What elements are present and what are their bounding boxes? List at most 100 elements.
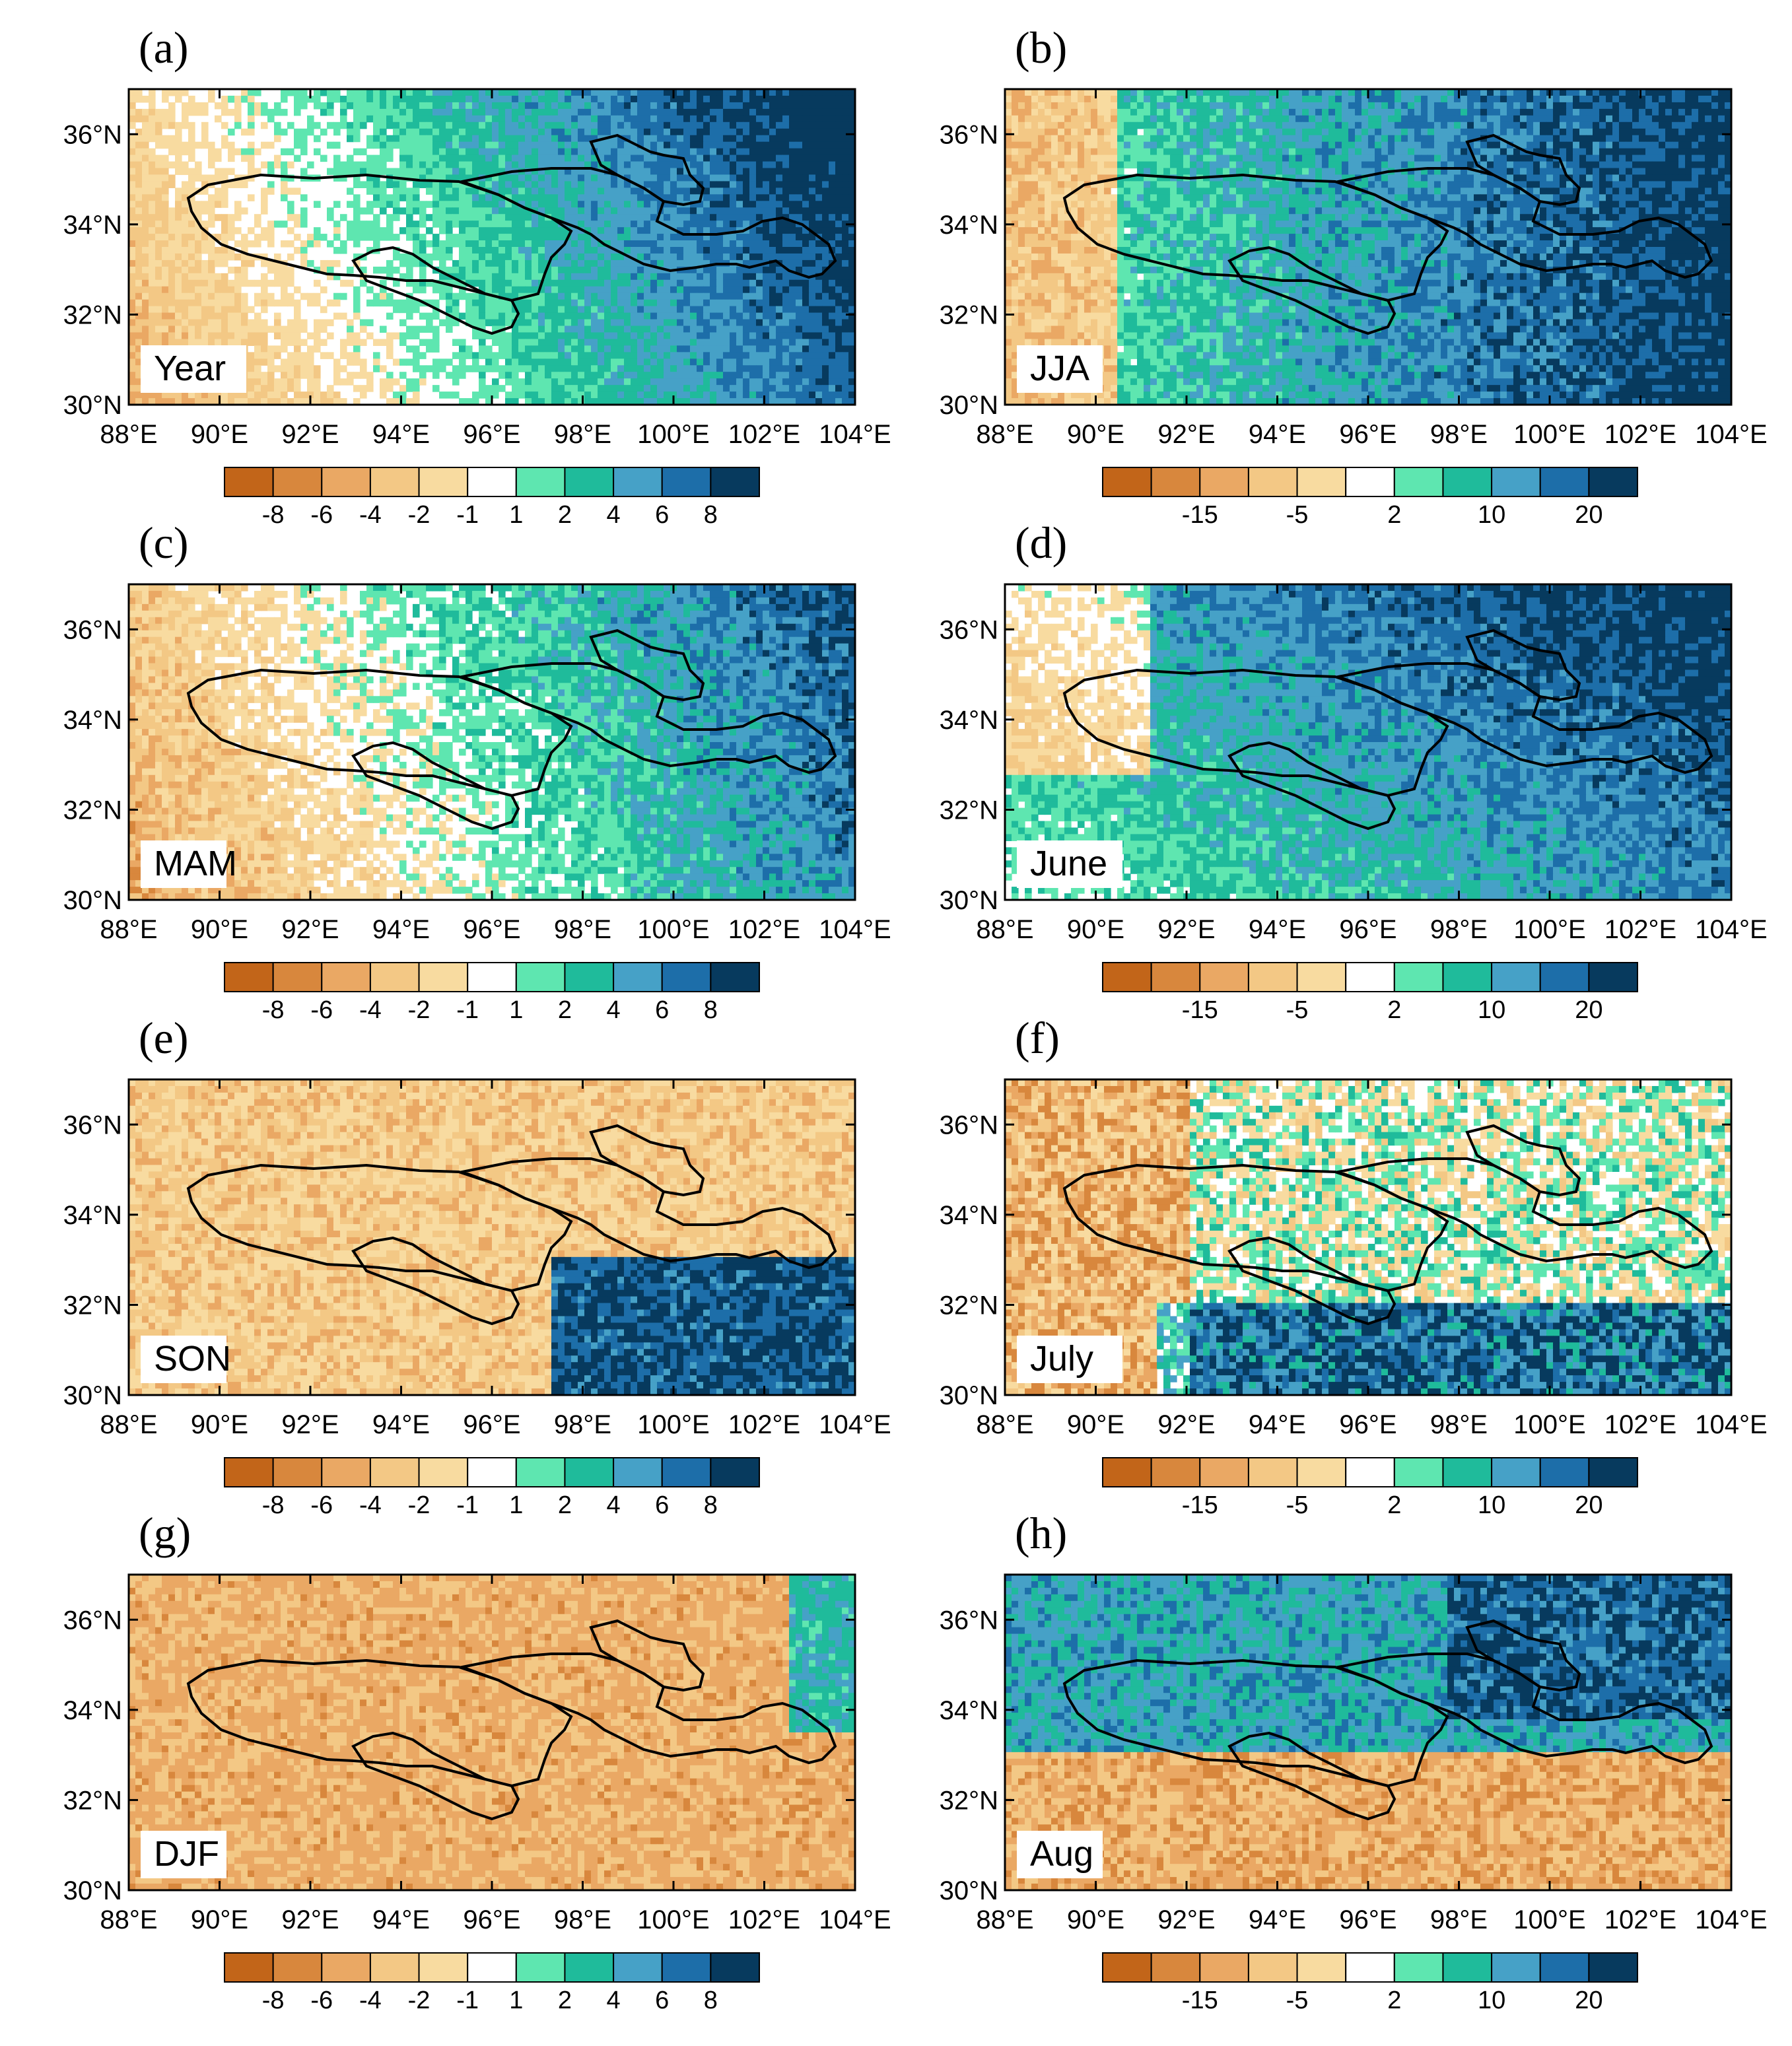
colorbar: -15 -5 2 10 20 <box>1102 1457 1638 1519</box>
lon-tick-label: 104°E <box>1695 1905 1767 1934</box>
map-panel: (b) 88°E 90°E 92°E 94°E 96°E 98°E 100°E 102°E 104… <box>940 22 1768 529</box>
colorbar-label: 10 <box>1478 996 1505 1024</box>
season-tag: SON <box>154 1339 231 1379</box>
lat-tick-label: 30°N <box>940 1876 998 1905</box>
colorbar-swatch <box>1296 467 1347 497</box>
lon-tick-label: 96°E <box>1339 1410 1396 1439</box>
lon-tick-label: 102°E <box>1604 1410 1676 1439</box>
lon-tick-label: 102°E <box>728 915 800 944</box>
season-tag: July <box>1030 1339 1093 1379</box>
colorbar-swatch <box>272 1457 323 1487</box>
lon-tick-label: 88°E <box>100 420 157 449</box>
colorbar-swatch <box>1199 1952 1249 1983</box>
lon-tick-label: 100°E <box>637 420 709 449</box>
colorbar-label: -5 <box>1286 501 1309 529</box>
colorbar-swatch <box>1199 962 1249 992</box>
panel-label: (e) <box>139 1013 188 1063</box>
colorbar-swatch <box>613 962 663 992</box>
lon-tick-label: 100°E <box>1513 420 1585 449</box>
lat-tick-label: 34°N <box>63 1201 122 1230</box>
colorbar-label: -6 <box>310 501 333 529</box>
colorbar-label: -2 <box>408 996 431 1024</box>
colorbar-swatch <box>224 1952 274 1983</box>
colorbar-label: -15 <box>1182 1987 1218 2014</box>
lon-tick-label: 90°E <box>191 1905 248 1934</box>
lon-tick-label: 94°E <box>372 915 430 944</box>
colorbar-swatch <box>272 962 323 992</box>
season-tag-box <box>1017 1336 1122 1383</box>
colorbar-swatch <box>418 1457 469 1487</box>
colorbar-swatch <box>1345 1952 1395 1983</box>
colorbar-swatch <box>321 467 371 497</box>
lat-tick-label: 36°N <box>63 1110 122 1140</box>
colorbar-label: -2 <box>408 1491 431 1519</box>
colorbar-swatch <box>369 1952 420 1983</box>
lon-tick-label: 90°E <box>1067 1410 1124 1439</box>
colorbar-swatch <box>1442 1457 1493 1487</box>
lon-tick-label: 96°E <box>1339 915 1396 944</box>
lon-tick-label: 92°E <box>281 420 339 449</box>
colorbar-swatch <box>321 962 371 992</box>
lon-tick-label: 104°E <box>819 1905 891 1934</box>
colorbar-label: 8 <box>704 501 718 529</box>
colorbar-swatch <box>661 1952 712 1983</box>
colorbar-swatch <box>1539 467 1590 497</box>
lat-tick-label: 32°N <box>63 300 122 329</box>
colorbar-swatch <box>467 962 517 992</box>
colorbar-swatch <box>1588 1457 1638 1487</box>
colorbar-label: 10 <box>1478 1987 1505 2014</box>
lat-tick-label: 36°N <box>63 615 122 644</box>
colorbar-swatch <box>515 1952 566 1983</box>
colorbar-label: -6 <box>310 996 333 1024</box>
colorbar-label: 10 <box>1478 501 1505 529</box>
lon-tick-label: 98°E <box>1430 1410 1488 1439</box>
lon-tick-label: 92°E <box>1157 420 1215 449</box>
colorbar-swatch <box>1247 1952 1298 1983</box>
colorbar-label: -1 <box>456 501 479 529</box>
lon-tick-label: 90°E <box>1067 915 1124 944</box>
colorbar-swatch <box>272 1952 323 1983</box>
colorbar-label: 2 <box>1387 1987 1401 2014</box>
colorbar-swatch <box>1102 467 1152 497</box>
colorbar-label: -15 <box>1182 996 1218 1024</box>
colorbar-label: 4 <box>607 1987 621 2014</box>
colorbar-swatch <box>1442 467 1493 497</box>
colorbar-swatch <box>1296 1457 1347 1487</box>
colorbar-swatch <box>1442 962 1493 992</box>
colorbar: -8 -6 -4 -2 -1 1 2 4 6 8 <box>224 962 761 1024</box>
colorbar-swatch <box>369 962 420 992</box>
colorbar-label: -5 <box>1286 1491 1309 1519</box>
colorbar: -8 -6 -4 -2 -1 1 2 4 6 8 <box>224 1457 761 1519</box>
colorbar-swatch <box>418 962 469 992</box>
colorbar-swatch <box>1296 962 1347 992</box>
colorbar-label: 6 <box>655 501 669 529</box>
colorbar-label: -4 <box>359 1491 382 1519</box>
colorbar-label: 20 <box>1575 1987 1602 2014</box>
colorbar-swatch <box>418 467 469 497</box>
colorbar-swatch <box>467 467 517 497</box>
colorbar-swatch <box>1102 962 1152 992</box>
colorbar-swatch <box>613 1457 663 1487</box>
lon-tick-label: 94°E <box>1249 1410 1306 1439</box>
lon-tick-label: 100°E <box>637 1410 709 1439</box>
colorbar-swatch <box>1539 962 1590 992</box>
colorbar-label: -6 <box>310 1491 333 1519</box>
colorbar-swatch <box>661 467 712 497</box>
lat-tick-label: 34°N <box>940 706 998 735</box>
colorbar-label: 1 <box>509 501 523 529</box>
lon-tick-label: 102°E <box>1604 1905 1676 1934</box>
colorbar-label: 2 <box>558 501 572 529</box>
lat-tick-label: 34°N <box>940 211 998 240</box>
colorbar-swatch <box>467 1952 517 1983</box>
lon-tick-label: 98°E <box>554 915 611 944</box>
lat-tick-label: 30°N <box>63 886 122 915</box>
lon-tick-label: 98°E <box>554 420 611 449</box>
panel-label: (g) <box>139 1508 191 1558</box>
precip-field <box>1005 1575 1732 1891</box>
colorbar-label: 4 <box>607 1491 621 1519</box>
season-tag-box <box>141 1336 226 1383</box>
map-panel: (g) 88°E 90°E 92°E 94°E 96°E 98°E 100°E 102°E 104… <box>63 1508 891 2014</box>
lat-tick-label: 32°N <box>63 1786 122 1815</box>
colorbar-swatch <box>515 1457 566 1487</box>
colorbar-swatch <box>321 1952 371 1983</box>
